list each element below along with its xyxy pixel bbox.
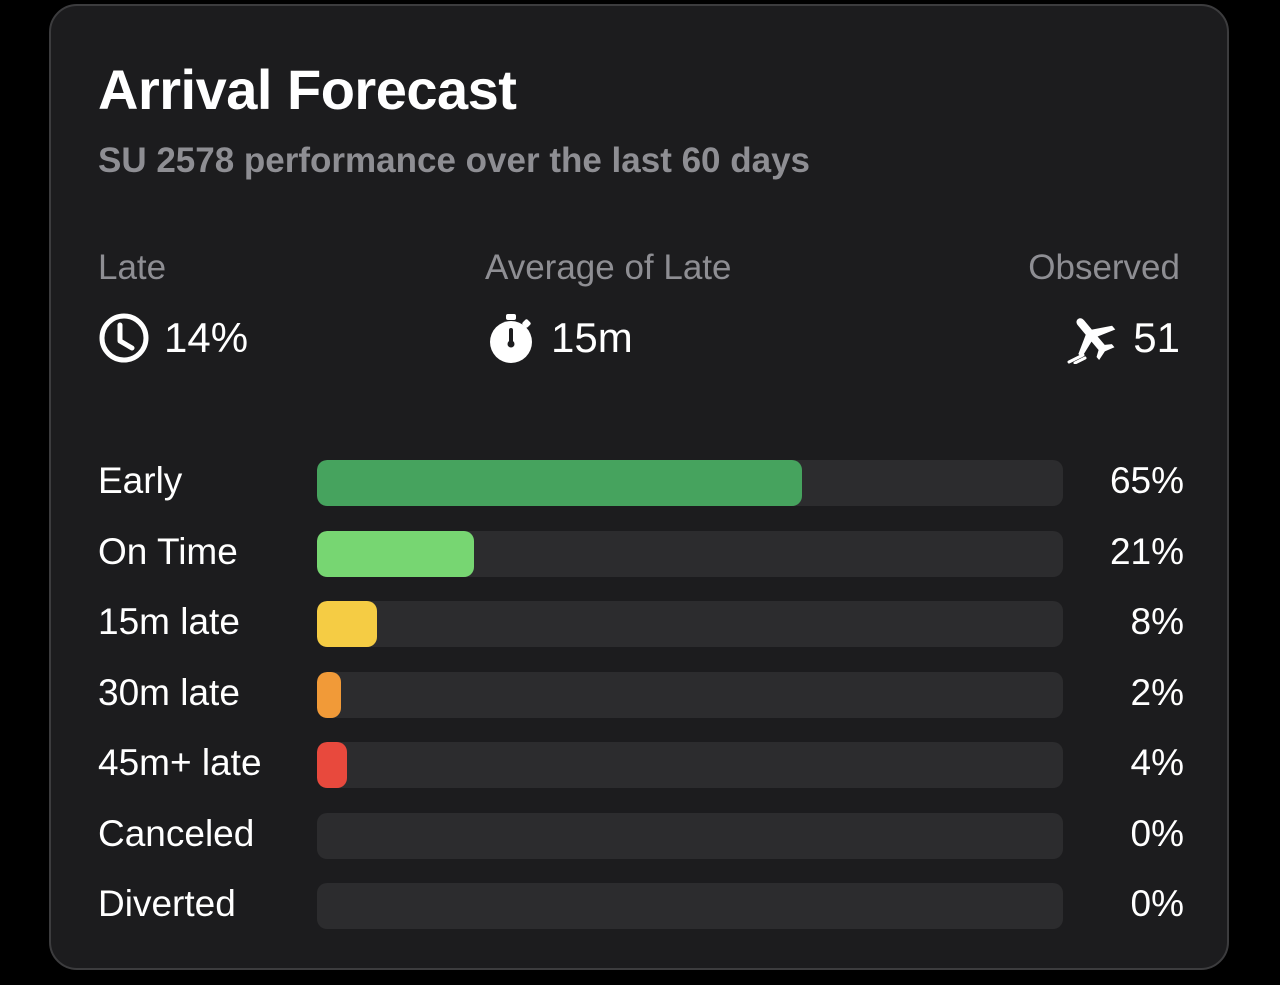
stat-late-value: 14% <box>164 314 249 361</box>
distribution-row-early: Early 65% <box>98 456 1184 506</box>
bar-fill <box>317 460 802 506</box>
stat-late-value-row: 14% <box>98 312 248 364</box>
row-percent: 4% <box>1130 742 1184 783</box>
stopwatch-icon <box>485 312 537 364</box>
bar-fill <box>317 742 347 788</box>
bar-track <box>317 531 1063 577</box>
bar-fill <box>317 672 341 718</box>
bar-fill <box>317 601 377 647</box>
bar-track <box>317 672 1063 718</box>
row-percent: 8% <box>1130 601 1184 642</box>
stat-observed-value: 51 <box>1133 314 1180 361</box>
bar-track <box>317 813 1063 859</box>
stat-observed: Observed 51 <box>1028 246 1180 364</box>
distribution-row-15m-late: 15m late 8% <box>98 597 1184 647</box>
card-subtitle: SU 2578 performance over the last 60 day… <box>98 141 811 180</box>
bar-track <box>317 883 1063 929</box>
card-title: Arrival Forecast <box>98 58 517 121</box>
stat-average-late-value: 15m <box>551 314 633 361</box>
stat-late-label: Late <box>98 248 167 287</box>
stat-average-late: Average of Late 15m <box>485 246 732 364</box>
stat-observed-label: Observed <box>1028 248 1180 287</box>
row-label: 30m late <box>98 672 240 713</box>
bar-track <box>317 742 1063 788</box>
row-percent: 0% <box>1130 813 1184 854</box>
distribution-row-45m-plus-late: 45m+ late 4% <box>98 738 1184 788</box>
distribution-row-diverted: Diverted 0% <box>98 879 1184 929</box>
row-percent: 65% <box>1109 460 1184 501</box>
stat-average-late-value-row: 15m <box>485 312 732 364</box>
row-label: On Time <box>98 531 238 572</box>
stat-average-late-label: Average of Late <box>485 248 732 287</box>
distribution-row-on-time: On Time 21% <box>98 527 1184 577</box>
row-percent: 21% <box>1109 531 1184 572</box>
row-percent: 0% <box>1130 883 1184 924</box>
distribution-row-canceled: Canceled 0% <box>98 809 1184 859</box>
stat-late: Late 14% <box>98 246 248 364</box>
stat-observed-value-row: 51 <box>1028 312 1180 364</box>
clock-icon <box>98 312 150 364</box>
distribution-row-30m-late: 30m late 2% <box>98 668 1184 718</box>
row-label: 45m+ late <box>98 742 262 783</box>
row-percent: 2% <box>1130 672 1184 713</box>
bar-track <box>317 601 1063 647</box>
bar-fill <box>317 531 474 577</box>
bar-track <box>317 460 1063 506</box>
row-label: Diverted <box>98 883 236 924</box>
row-label: Canceled <box>98 813 255 854</box>
row-label: Early <box>98 460 183 501</box>
arrival-forecast-card: Arrival Forecast SU 2578 performance ove… <box>49 4 1229 970</box>
airplane-landing-icon <box>1065 312 1119 364</box>
row-label: 15m late <box>98 601 240 642</box>
